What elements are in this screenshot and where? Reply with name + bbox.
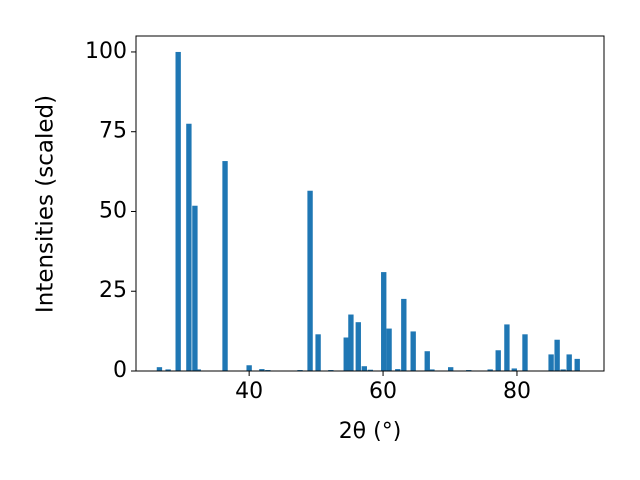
bar xyxy=(195,369,201,371)
bar xyxy=(429,369,435,371)
bar xyxy=(386,328,392,371)
bar xyxy=(424,351,430,371)
bar xyxy=(381,272,387,371)
y-tick-label: 100 xyxy=(85,39,127,64)
bar xyxy=(511,368,517,371)
y-tick-label: 75 xyxy=(99,119,127,144)
x-tick-label: 80 xyxy=(503,379,531,404)
bar xyxy=(355,322,361,371)
bar xyxy=(246,365,252,371)
y-tick-label: 0 xyxy=(113,358,127,383)
bar xyxy=(401,298,407,371)
bar xyxy=(361,366,367,371)
x-tick-label: 40 xyxy=(235,379,263,404)
bar xyxy=(222,161,228,371)
y-tick-label: 25 xyxy=(99,278,127,303)
y-tick-label: 50 xyxy=(99,198,127,223)
bar xyxy=(165,369,171,371)
bar xyxy=(448,367,454,371)
bar xyxy=(548,354,554,371)
bar xyxy=(259,369,265,371)
bar xyxy=(504,324,510,371)
x-axis-label: 2θ (°) xyxy=(339,419,402,444)
bar xyxy=(175,51,181,371)
bar xyxy=(156,367,163,371)
bar xyxy=(554,339,560,371)
bar xyxy=(307,190,313,371)
bar xyxy=(560,369,566,371)
bar xyxy=(566,354,572,371)
bar xyxy=(574,358,580,371)
plot-frame xyxy=(135,35,605,372)
bar xyxy=(410,331,416,371)
x-tick-label: 60 xyxy=(369,379,397,404)
bar xyxy=(343,337,349,371)
bar xyxy=(487,369,493,371)
y-axis-label: Intensities (scaled) xyxy=(33,95,59,313)
bar xyxy=(348,314,354,371)
bar xyxy=(186,123,192,371)
bar xyxy=(495,350,501,371)
bar xyxy=(192,205,198,371)
bar xyxy=(367,369,374,371)
bar xyxy=(395,369,401,371)
bar xyxy=(522,334,528,371)
bar xyxy=(315,334,321,371)
